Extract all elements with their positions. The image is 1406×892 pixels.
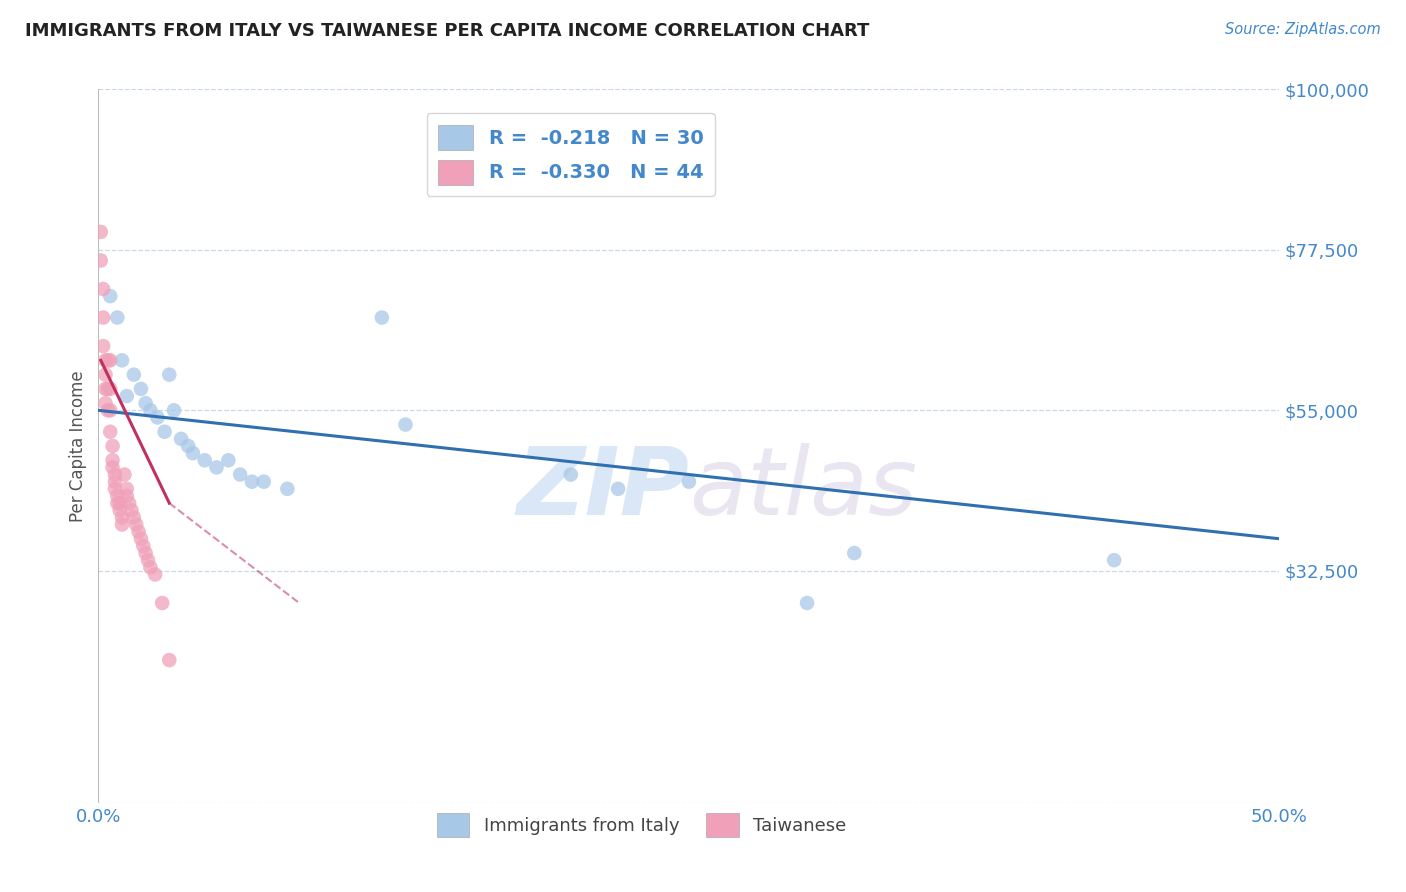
Point <box>101 453 124 467</box>
Point <box>276 482 298 496</box>
Point <box>229 467 252 482</box>
Point <box>217 453 239 467</box>
Point <box>122 510 145 524</box>
Point <box>844 546 866 560</box>
Point <box>128 524 150 539</box>
Point <box>678 475 700 489</box>
Point <box>205 460 228 475</box>
Point <box>97 403 120 417</box>
Point <box>194 453 217 467</box>
Point <box>121 503 143 517</box>
Point <box>115 389 138 403</box>
Point <box>94 353 117 368</box>
Point <box>101 460 124 475</box>
Point <box>115 482 138 496</box>
Point <box>91 282 114 296</box>
Point <box>104 467 127 482</box>
Point <box>94 396 117 410</box>
Point <box>98 353 121 368</box>
Point <box>98 382 121 396</box>
Point <box>170 432 193 446</box>
Y-axis label: Per Capita Income: Per Capita Income <box>69 370 87 522</box>
Point <box>98 403 121 417</box>
Text: atlas: atlas <box>689 443 917 534</box>
Point <box>90 253 112 268</box>
Point <box>108 503 131 517</box>
Point <box>111 510 134 524</box>
Point <box>1102 553 1125 567</box>
Point <box>97 353 120 368</box>
Point <box>394 417 416 432</box>
Point <box>98 425 121 439</box>
Point <box>108 496 131 510</box>
Text: ZIP: ZIP <box>516 442 689 535</box>
Point <box>240 475 263 489</box>
Point <box>139 560 162 574</box>
Point <box>607 482 630 496</box>
Point <box>796 596 818 610</box>
Point <box>90 225 112 239</box>
Point <box>94 382 117 396</box>
Point <box>157 368 180 382</box>
Point <box>104 475 127 489</box>
Point <box>181 446 204 460</box>
Point <box>163 403 186 417</box>
Text: Source: ZipAtlas.com: Source: ZipAtlas.com <box>1225 22 1381 37</box>
Point <box>150 596 173 610</box>
Point <box>91 339 114 353</box>
Point <box>146 410 169 425</box>
Point <box>115 489 138 503</box>
Point <box>101 439 124 453</box>
Point <box>177 439 200 453</box>
Point <box>129 382 152 396</box>
Point <box>112 467 135 482</box>
Point <box>132 539 155 553</box>
Point <box>111 353 134 368</box>
Point <box>105 489 128 503</box>
Point <box>139 403 162 417</box>
Point <box>136 553 159 567</box>
Point <box>118 496 141 510</box>
Point <box>371 310 394 325</box>
Point <box>135 546 157 560</box>
Point <box>97 382 120 396</box>
Point <box>104 482 127 496</box>
Legend: Immigrants from Italy, Taiwanese: Immigrants from Italy, Taiwanese <box>430 806 853 844</box>
Point <box>105 310 128 325</box>
Point <box>135 396 157 410</box>
Point <box>153 425 176 439</box>
Point <box>91 310 114 325</box>
Text: IMMIGRANTS FROM ITALY VS TAIWANESE PER CAPITA INCOME CORRELATION CHART: IMMIGRANTS FROM ITALY VS TAIWANESE PER C… <box>25 22 870 40</box>
Point <box>98 289 121 303</box>
Point <box>560 467 582 482</box>
Point <box>143 567 166 582</box>
Point <box>157 653 180 667</box>
Point <box>129 532 152 546</box>
Point <box>122 368 145 382</box>
Point <box>125 517 148 532</box>
Point <box>111 517 134 532</box>
Point <box>105 496 128 510</box>
Point <box>253 475 276 489</box>
Point <box>94 368 117 382</box>
